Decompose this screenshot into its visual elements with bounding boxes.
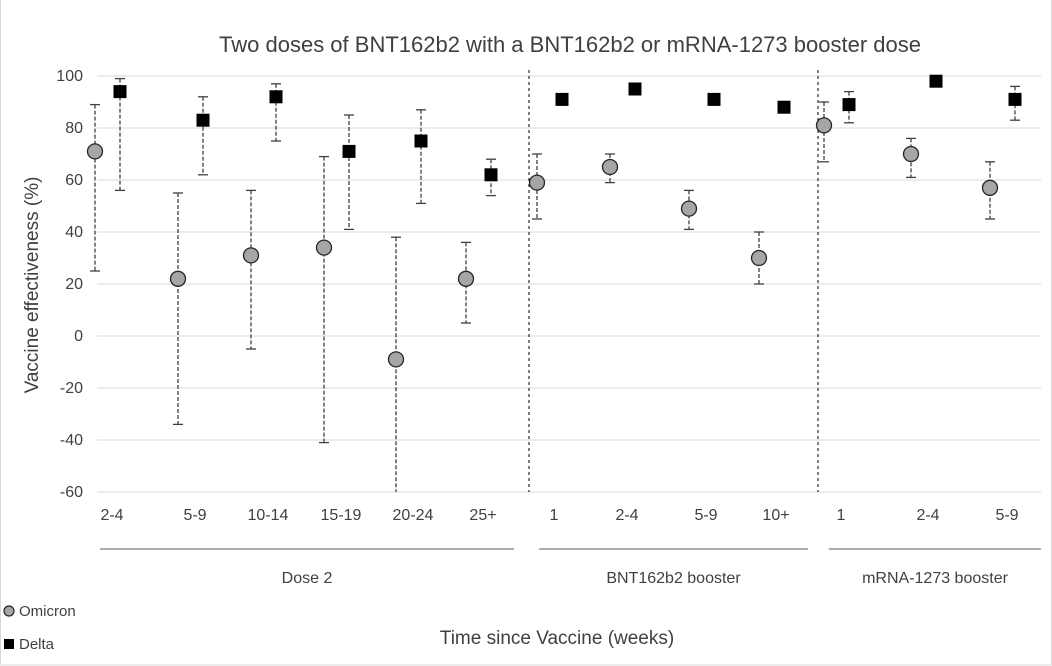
omicron-point (171, 271, 186, 286)
omicron-point (752, 251, 767, 266)
y-tick-label: 100 (56, 68, 83, 85)
omicron-point (88, 144, 103, 159)
x-tick-label: 10-14 (248, 507, 289, 524)
delta-point (556, 93, 569, 106)
omicron-point (603, 160, 618, 175)
delta-point (1009, 93, 1022, 106)
x-tick-label: 10+ (762, 507, 789, 524)
x-axis-label: Time since Vaccine (weeks) (440, 628, 674, 649)
legend-label: Delta (19, 636, 55, 653)
delta-point (485, 168, 498, 181)
delta-point (629, 83, 642, 96)
y-tick-label: 80 (65, 120, 83, 137)
omicron-point (459, 271, 474, 286)
x-tick-label: 2-4 (615, 507, 638, 524)
x-tick-label: 5-9 (694, 507, 717, 524)
y-tick-label: 0 (74, 328, 83, 345)
chart-title: Two doses of BNT162b2 with a BNT162b2 or… (219, 32, 921, 57)
x-tick-label: 25+ (469, 507, 496, 524)
y-tick-label: -40 (60, 432, 83, 449)
x-tick-label: 15-19 (321, 507, 362, 524)
x-tick-label: 1 (837, 507, 846, 524)
omicron-point (817, 118, 832, 133)
y-axis-label: Vaccine effectiveness (%) (22, 177, 43, 394)
omicron-point (317, 240, 332, 255)
group-label: Dose 2 (282, 570, 333, 587)
delta-point (114, 85, 127, 98)
delta-point (415, 135, 428, 148)
omicron-point (530, 175, 545, 190)
delta-point (843, 98, 856, 111)
omicron-point (389, 352, 404, 367)
delta-point (930, 75, 943, 88)
omicron-point (244, 248, 259, 263)
y-tick-label: 60 (65, 172, 83, 189)
x-tick-label: 2-4 (100, 507, 123, 524)
delta-point (343, 145, 356, 158)
x-tick-label: 2-4 (916, 507, 939, 524)
x-tick-label: 20-24 (393, 507, 434, 524)
group-label: BNT162b2 booster (606, 570, 741, 587)
legend-label: Omicron (19, 603, 76, 620)
legend-delta-marker (4, 639, 14, 649)
omicron-point (983, 180, 998, 195)
omicron-point (904, 147, 919, 162)
delta-point (778, 101, 791, 114)
delta-point (197, 114, 210, 127)
omicron-point (682, 201, 697, 216)
delta-point (270, 90, 283, 103)
x-tick-label: 5-9 (183, 507, 206, 524)
x-tick-label: 1 (550, 507, 559, 524)
y-tick-label: 40 (65, 224, 83, 241)
y-tick-label: 20 (65, 276, 83, 293)
legend-omicron-marker (4, 606, 14, 616)
x-tick-label: 5-9 (995, 507, 1018, 524)
group-label: mRNA-1273 booster (862, 570, 1009, 587)
y-tick-label: -60 (60, 484, 83, 501)
y-tick-label: -20 (60, 380, 83, 397)
delta-point (708, 93, 721, 106)
